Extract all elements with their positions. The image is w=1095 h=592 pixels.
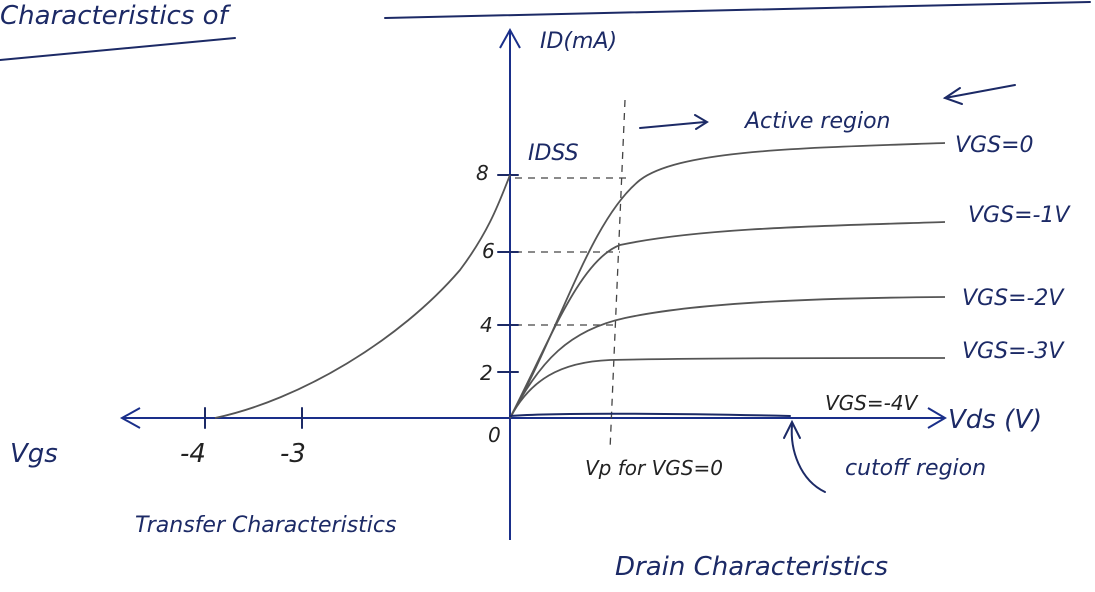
y-axis-label: ID(mA) — [540, 29, 617, 54]
x-tick-label: -3 — [280, 439, 306, 469]
origin-label: 0 — [488, 423, 501, 447]
curve-label: VGS=-2V — [962, 286, 1065, 311]
curve-label: VGS=-1V — [968, 203, 1071, 228]
title-underline — [0, 38, 235, 60]
diagram: Characteristics of 8 6 4 2 -4 -3 0 ID(mA… — [0, 0, 1095, 592]
y-tick-label: 4 — [480, 313, 493, 337]
transfer-curve — [215, 175, 510, 418]
left-axis-label: Vgs — [10, 439, 58, 469]
cutoff-arrow — [792, 425, 825, 492]
y-tick-label: 8 — [476, 161, 489, 185]
vp-line — [610, 100, 625, 450]
curve-label: VGS=-4V — [825, 391, 919, 415]
x-axis-label: Vds (V) — [948, 405, 1042, 435]
idss-label: IDSS — [528, 141, 579, 166]
curve-label: VGS=-3V — [962, 339, 1065, 364]
y-tick-label: 6 — [482, 239, 495, 263]
title: Characteristics of — [0, 1, 232, 31]
x-tick-label: -4 — [180, 439, 206, 469]
drain-curve — [510, 222, 945, 418]
drain-curve — [510, 414, 790, 416]
cutoff-label: cutoff region — [845, 456, 986, 481]
drain-curve — [510, 143, 945, 418]
title-line — [385, 2, 1090, 18]
curve-label: VGS=0 — [955, 133, 1034, 158]
y-tick-label: 2 — [480, 361, 493, 385]
vp-label: Vp for VGS=0 — [585, 456, 723, 480]
section-label: Drain Characteristics — [615, 552, 888, 582]
active-region-label: Active region — [743, 109, 891, 134]
section-label: Transfer Characteristics — [135, 513, 396, 538]
arrow — [640, 122, 705, 128]
